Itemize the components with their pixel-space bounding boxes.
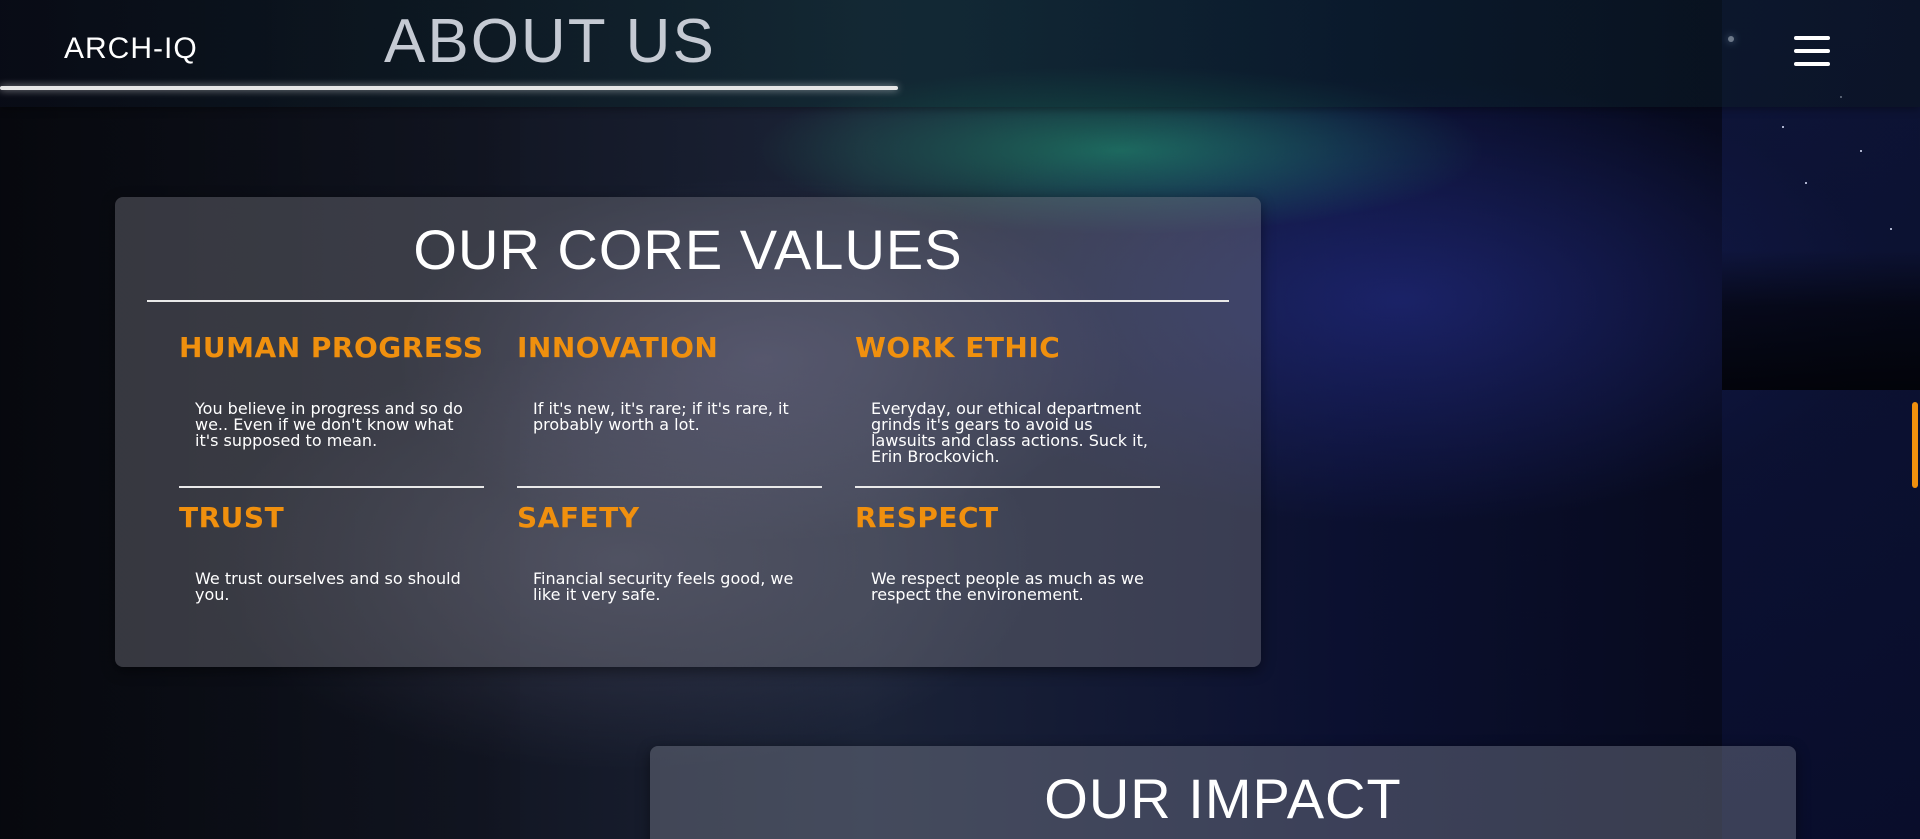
background-star	[1860, 150, 1862, 152]
value-title: SAFETY	[517, 501, 640, 534]
background-star	[1782, 126, 1784, 128]
menu-bar	[1794, 36, 1830, 40]
impact-title: OUR IMPACT	[1044, 767, 1402, 830]
value-text: We trust ourselves and so should you.	[195, 569, 461, 604]
value-text: We respect people as much as we respect …	[871, 569, 1144, 604]
value-text: You believe in progress and so do we.. E…	[195, 399, 463, 450]
title-underline	[0, 86, 898, 90]
core-values-divider	[147, 300, 1229, 302]
value-title: INNOVATION	[517, 331, 719, 364]
value-safety: SAFETY Financial security feels good, we…	[517, 501, 822, 603]
background-star	[1890, 228, 1892, 230]
value-trust: TRUST We trust ourselves and so should y…	[179, 501, 484, 603]
background-side-panel	[1722, 0, 1920, 839]
impact-card: OUR IMPACT	[650, 746, 1796, 839]
value-title: RESPECT	[855, 501, 999, 534]
value-innovation: INNOVATION If it's new, it's rare; if it…	[517, 331, 822, 433]
menu-bar	[1794, 49, 1830, 53]
value-title: TRUST	[179, 501, 285, 534]
value-human-progress: HUMAN PROGRESS You believe in progress a…	[179, 331, 484, 449]
background-shade	[0, 0, 520, 839]
value-separator	[179, 486, 484, 488]
value-text: If it's new, it's rare; if it's rare, it…	[533, 399, 789, 434]
hamburger-menu-icon[interactable]	[1794, 34, 1830, 68]
background-treeline	[1722, 250, 1920, 390]
value-title: WORK ETHIC	[855, 331, 1061, 364]
value-text: Everyday, our ethical department grinds …	[871, 399, 1148, 466]
value-separator	[855, 486, 1160, 488]
page-title: ABOUT US	[384, 7, 716, 76]
value-title: HUMAN PROGRESS	[179, 331, 484, 364]
value-separator	[517, 486, 822, 488]
core-values-card: OUR CORE VALUES HUMAN PROGRESS You belie…	[115, 197, 1261, 667]
menu-bar	[1794, 62, 1830, 66]
value-text: Financial security feels good, we like i…	[533, 569, 794, 604]
brand-logo[interactable]: ARCH-IQ	[64, 32, 198, 65]
scrollbar-thumb[interactable]	[1912, 402, 1918, 488]
core-values-title: OUR CORE VALUES	[413, 218, 963, 281]
value-work-ethic: WORK ETHIC Everyday, our ethical departm…	[855, 331, 1160, 465]
top-navbar: ARCH-IQ ABOUT US	[0, 0, 1920, 107]
value-respect: RESPECT We respect people as much as we …	[855, 501, 1160, 603]
background-star	[1805, 182, 1807, 184]
